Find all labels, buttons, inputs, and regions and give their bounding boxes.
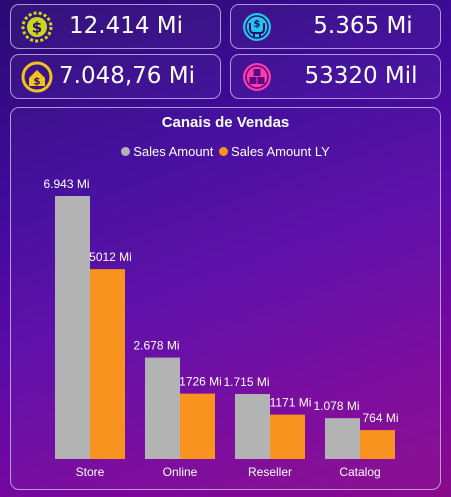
data-label: 1726 Mi [179, 375, 222, 389]
kpi-card-quantity: 53320 Mil [230, 54, 441, 99]
svg-text:$: $ [34, 77, 41, 88]
category-label: Online [163, 465, 198, 479]
legend-item-sales-amount-ly[interactable]: Sales Amount LY [219, 144, 330, 159]
category-label: Catalog [339, 465, 380, 479]
home-dollar-icon: $ [21, 61, 53, 93]
kpi-value: 5.365 Mi [313, 13, 413, 39]
kpi-value: 12.414 Mi [69, 13, 184, 39]
category-label: Store [76, 465, 105, 479]
data-label: 2.678 Mi [133, 339, 179, 353]
bar-online-sales-amount[interactable] [145, 357, 180, 459]
bar-catalog-sales-amount[interactable] [325, 418, 360, 459]
legend-item-sales-amount[interactable]: Sales Amount [121, 144, 213, 159]
legend-label: Sales Amount LY [231, 144, 330, 159]
bar-store-sales-amount[interactable] [55, 196, 90, 459]
data-label: 6.943 Mi [43, 177, 89, 191]
kpi-value: 53320 Mil [304, 63, 418, 89]
category-label: Reseller [248, 465, 292, 479]
bar-reseller-sales-amount-ly[interactable] [270, 414, 305, 459]
bar-store-sales-amount-ly[interactable] [90, 269, 125, 459]
chart-panel: Canais de Vendas Sales Amount Sales Amou… [10, 107, 441, 490]
legend-label: Sales Amount [133, 144, 214, 159]
bar-online-sales-amount-ly[interactable] [180, 393, 215, 459]
bar-reseller-sales-amount[interactable] [235, 394, 270, 459]
chart-legend: Sales Amount Sales Amount LY [11, 144, 440, 159]
legend-marker [219, 147, 229, 156]
bar-chart: 6.943 Mi 5012 Mi Store 2.678 Mi 1726 Mi Onlin… [43, 177, 398, 479]
data-label: 5012 Mi [89, 250, 132, 264]
kpi-card-sales: $ 12.414 Mi [10, 4, 221, 49]
data-label: 1171 Mi [270, 396, 312, 410]
data-label: 1.715 Mi [223, 375, 269, 389]
bar-catalog-sales-amount-ly[interactable] [360, 430, 395, 459]
kpi-card-revenue: $ 5.365 Mi [230, 4, 441, 49]
hands-money-icon: $ [243, 13, 271, 41]
boxes-icon [243, 63, 271, 91]
chart-title: Canais de Vendas [161, 114, 290, 131]
svg-text:$: $ [254, 19, 261, 30]
legend-marker [121, 147, 131, 156]
kpi-card-cost: $ 7.048,76 Mi [10, 54, 221, 99]
svg-text:$: $ [32, 19, 42, 37]
kpi-value: 7.048,76 Mi [59, 63, 195, 89]
dollar-coin-icon: $ [21, 11, 53, 43]
data-label: 1.078 Mi [313, 399, 359, 413]
data-label: 764 Mi [362, 411, 398, 425]
